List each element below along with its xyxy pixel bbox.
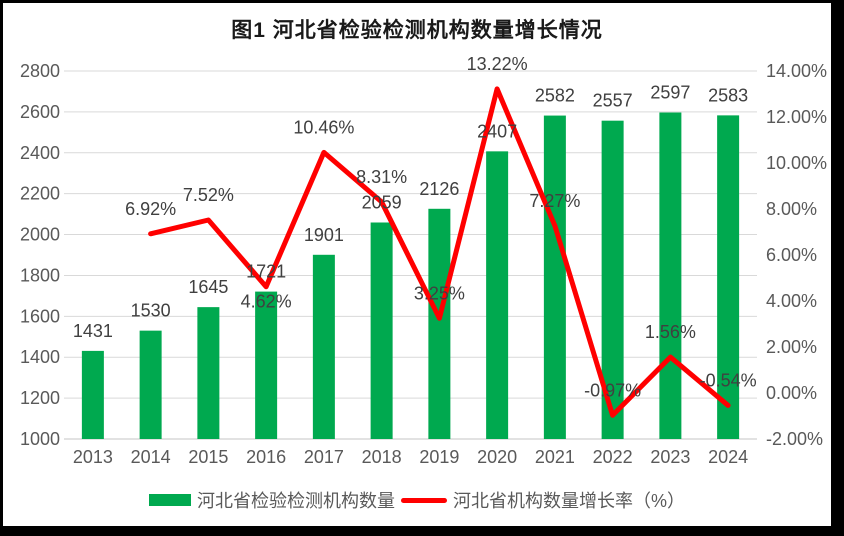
x-axis-tick: 2022 [593,447,633,467]
line-label: 10.46% [293,117,354,137]
bar-label: 2407 [477,121,517,141]
bar-2014 [139,330,162,439]
line-label: 7.52% [183,185,234,205]
x-axis-tick: 2014 [131,447,171,467]
bar-label: 2557 [593,91,633,111]
bar-label: 1901 [304,225,344,245]
bar-label: 2583 [708,85,748,105]
primary-y-tick: 2000 [20,225,60,245]
bar-2021 [543,115,566,440]
x-axis-tick: 2017 [304,447,344,467]
bar-label: 1431 [73,321,113,341]
x-axis-tick: 2015 [188,447,228,467]
legend-line-swatch-icon [400,497,447,503]
primary-y-tick: 2200 [20,184,60,204]
primary-y-tick: 1000 [20,429,60,449]
line-label: -0.54% [700,370,757,390]
bar-2018 [370,222,393,439]
bar-2013 [81,350,104,439]
line-label: 7.27% [529,191,580,211]
x-axis-tick: 2024 [708,447,748,467]
bar-label: 1645 [188,277,228,297]
x-axis-tick: 2013 [73,447,113,467]
secondary-y-tick: 14.00% [766,61,827,81]
chart-title: 图1 河北省检验检测机构数量增长情况 [231,19,603,42]
line-label: 4.62% [241,292,292,312]
bar-2015 [197,307,220,439]
primary-y-tick: 1200 [20,388,60,408]
chart-plot: 2800 2600 2400 2200 2000 1800 1600 1400 1200 1000… [20,54,827,467]
growth-rate-line [148,86,731,418]
line-label: 3.25% [414,283,465,303]
secondary-y-tick: 2.00% [766,337,817,357]
line-label: 13.22% [467,54,528,74]
primary-y-tick: 1800 [20,265,60,285]
secondary-y-tick: 10.00% [766,153,827,173]
bar-label: 2582 [535,86,575,106]
secondary-y-tick: -2.00% [766,429,823,449]
bar-2023 [659,112,682,439]
bar-label: 1530 [131,301,171,321]
line-label: -0.97% [584,380,641,400]
primary-y-tick: 2600 [20,102,60,122]
bar-2016 [255,291,278,439]
bar-2022 [601,120,624,440]
primary-y-tick: 1400 [20,347,60,367]
x-axis-tick: 2021 [535,447,575,467]
bar-label: 1721 [246,262,286,282]
bar-2024 [717,115,740,439]
secondary-y-tick: 4.00% [766,291,817,311]
secondary-y-tick: 0.00% [766,383,817,403]
bar-label: 2597 [650,83,690,103]
primary-y-tick: 2400 [20,143,60,163]
line-label: 1.56% [645,322,696,342]
secondary-y-tick: 12.00% [766,107,827,127]
x-axis-tick: 2019 [419,447,459,467]
secondary-y-tick: 8.00% [766,199,817,219]
bar-label: 2059 [362,192,402,212]
primary-y-tick: 1600 [20,306,60,326]
bar-2020 [486,151,509,439]
bar-2019 [428,208,451,439]
chart-legend: 河北省检验检测机构数量 河北省机构数量增长率（%） [3,488,831,512]
bar-2017 [312,254,335,439]
line-label: 6.92% [125,199,176,219]
primary-y-tick: 2800 [20,61,60,81]
legend-item: 河北省检验检测机构数量 [148,487,395,513]
line-label: 8.31% [356,167,407,187]
legend-bar-swatch-icon [148,494,191,506]
secondary-y-tick: 6.00% [766,245,817,265]
legend-label: 河北省机构数量增长率（%） [452,491,685,511]
x-axis-tick: 2018 [362,447,402,467]
x-axis-tick: 2023 [650,447,690,467]
bar-label: 2126 [419,179,459,199]
chart-frame: 图1 河北省检验检测机构数量增长情况 2800 2600 2400 2200 2000 1… [3,3,831,526]
x-axis-tick: 2020 [477,447,517,467]
legend-label: 河北省检验检测机构数量 [196,491,395,511]
legend-item: 河北省机构数量增长率（%） [400,487,685,513]
x-axis-tick: 2016 [246,447,286,467]
